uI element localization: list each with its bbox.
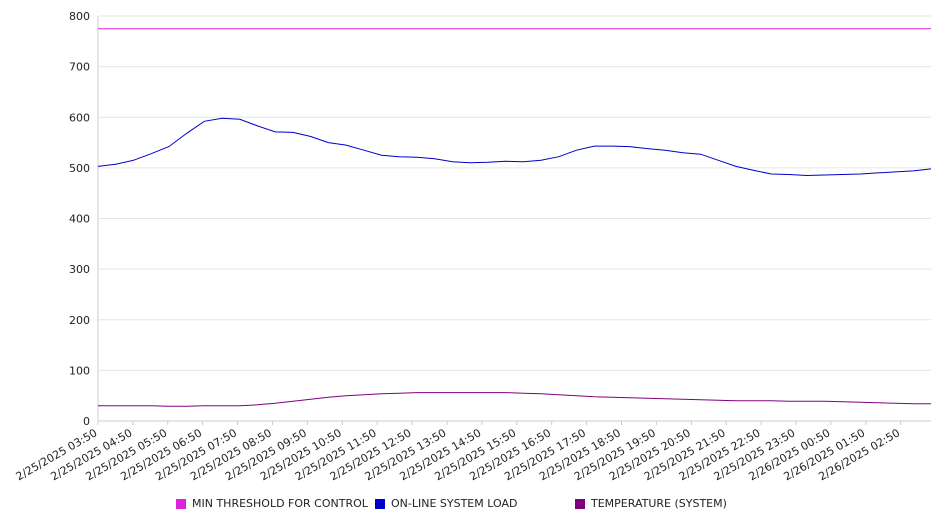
legend-label-min-threshold: MIN THRESHOLD FOR CONTROL [192,497,368,510]
y-tick-label: 600 [69,111,90,124]
y-tick-label: 100 [69,364,90,377]
series-line-temperature [98,392,931,407]
series-lines [97,28,932,407]
y-tick-label: 800 [69,10,90,23]
legend-label-system-load: ON-LINE SYSTEM LOAD [391,497,518,510]
legend-label-temperature: TEMPERATURE (SYSTEM) [591,497,727,510]
y-tick-label: 300 [69,263,90,276]
y-tick-label: 0 [83,415,90,428]
legend-item-min-threshold: MIN THRESHOLD FOR CONTROL [176,497,368,510]
legend-item-temperature: TEMPERATURE (SYSTEM) [575,497,727,510]
legend-swatch-min-threshold [176,498,186,509]
y-tick-label: 700 [69,61,90,74]
legend-swatch-temperature [575,498,585,509]
y-tick-labels: 0 100 200 300 400 500 600 700 800 [69,10,90,428]
series-line-system-load [97,117,932,177]
x-tick-labels: 2/25/2025 03:502/25/2025 04:502/25/2025 … [14,426,903,483]
legend: MIN THRESHOLD FOR CONTROL ON-LINE SYSTEM… [0,497,946,517]
y-tick-label: 500 [69,162,90,175]
axes [97,16,931,425]
y-tick-label: 400 [69,213,90,226]
grid [98,15,931,371]
y-tick-label: 200 [69,314,90,327]
legend-item-system-load: ON-LINE SYSTEM LOAD [375,497,517,510]
legend-swatch-system-load [375,498,385,509]
